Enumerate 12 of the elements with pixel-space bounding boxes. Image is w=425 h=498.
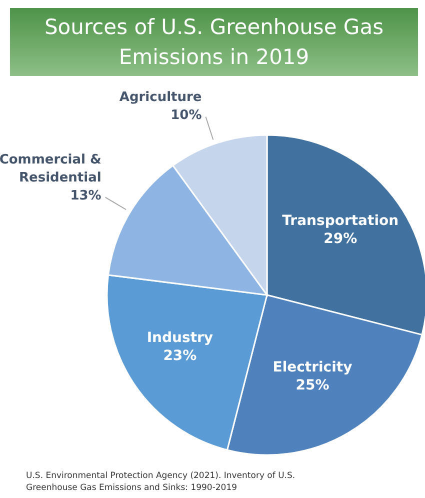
- data-label: 13%: [70, 188, 102, 204]
- slice-label: Commercial & Residential: [0, 152, 102, 186]
- data-label: 25%: [296, 377, 330, 394]
- data-label: 23%: [163, 348, 197, 364]
- slice-label: Industry: [146, 330, 214, 346]
- data-label: 29%: [324, 231, 358, 248]
- slice-label: Agriculture: [119, 90, 202, 105]
- slice-label: Electricity: [272, 359, 352, 376]
- data-label: 10%: [170, 108, 202, 123]
- text: U.S. Environmental Protection Agency (2021). Inventory of U.S. Greenhouse Gas Emissions and Sinks: 1990-2019: [26, 470, 296, 494]
- slice-label: Transportation: [282, 213, 399, 230]
- chart-title: Sources of U.S. Greenhouse Gas Emissions in 2019: [43, 14, 385, 71]
